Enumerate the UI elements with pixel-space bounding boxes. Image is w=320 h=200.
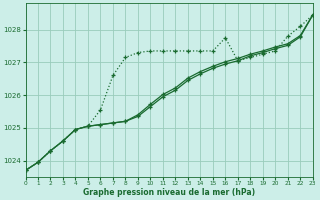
X-axis label: Graphe pression niveau de la mer (hPa): Graphe pression niveau de la mer (hPa) [83,188,255,197]
